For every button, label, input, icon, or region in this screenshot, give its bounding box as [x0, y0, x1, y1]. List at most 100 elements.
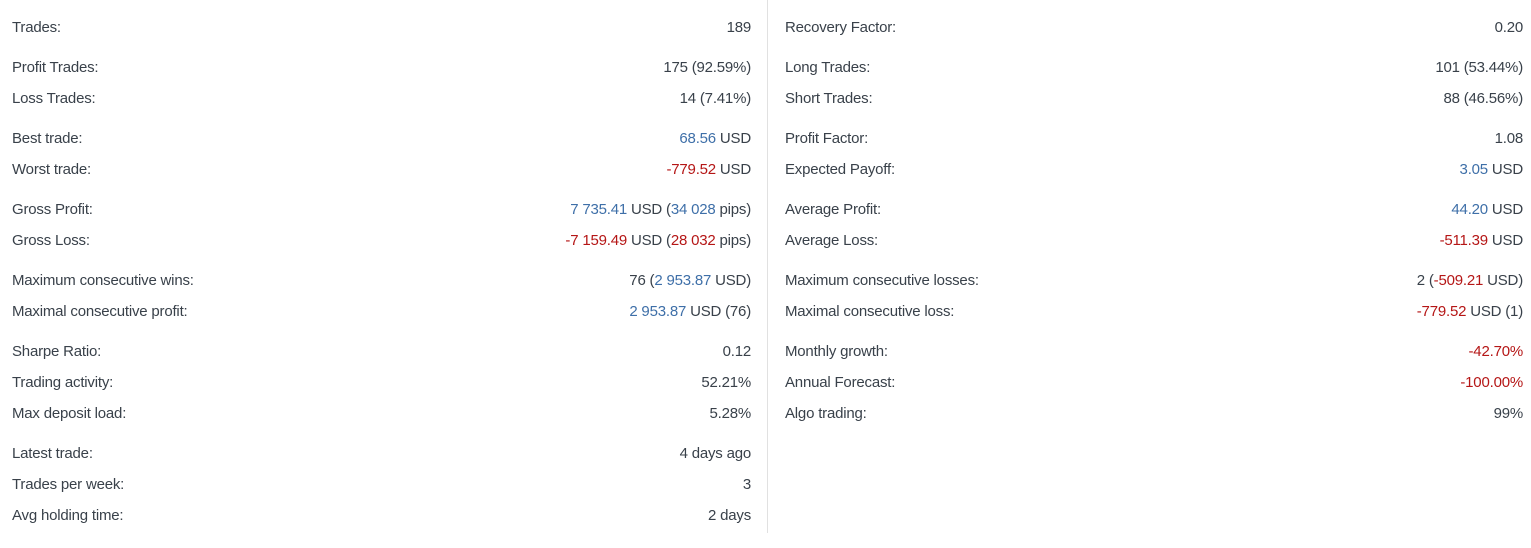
- stat-row-maximal-consecutive-loss: Maximal consecutive loss: -779.52 USD (1): [785, 296, 1523, 327]
- stat-value-segment: 28 032: [670, 232, 716, 249]
- stat-row-trades: Trades: 189: [12, 12, 751, 43]
- stat-value: 3: [743, 476, 751, 493]
- stat-value-segment: 2 953.87: [654, 272, 712, 289]
- stat-label: Trades per week:: [12, 476, 125, 493]
- stat-label: Best trade:: [12, 130, 83, 147]
- stat-value: 3.05 USD: [1459, 161, 1524, 178]
- stat-label: Recovery Factor:: [785, 19, 896, 36]
- stat-value-segment: -509.21: [1433, 272, 1484, 289]
- stat-value-segment: USD (: [627, 232, 671, 249]
- stat-row-maximum-consecutive-losses: Maximum consecutive losses: 2 (-509.21 US…: [785, 265, 1523, 296]
- stat-value: 44.20 USD: [1451, 201, 1523, 218]
- stat-value-segment: 0.20: [1494, 19, 1524, 36]
- stat-row-trades-per-week: Trades per week: 3: [12, 469, 751, 500]
- stat-label: Worst trade:: [12, 161, 92, 178]
- stat-row-latest-trade: Latest trade: 4 days ago: [12, 438, 751, 469]
- stat-value-segment: USD: [1487, 232, 1523, 249]
- stat-label: Maximum consecutive wins:: [12, 272, 194, 289]
- stat-label: Long Trades:: [785, 59, 871, 76]
- stat-value-segment: 1.08: [1494, 130, 1524, 147]
- stat-label: Annual Forecast:: [785, 374, 896, 391]
- stat-value-segment: USD): [1483, 272, 1523, 289]
- stat-value-segment: 2 (: [1416, 272, 1434, 289]
- stat-value: 2 953.87 USD (76): [629, 303, 751, 320]
- stat-group: Sharpe Ratio: 0.12 Trading activity: 52.21%…: [12, 336, 751, 429]
- stat-group: Maximum consecutive wins: 76 ( 2 953.87 US…: [12, 265, 751, 327]
- stat-value-segment: 88 (46.56%): [1443, 90, 1523, 107]
- stat-value-segment: 4 days ago: [679, 445, 752, 462]
- stat-value-segment: -779.52: [666, 161, 716, 178]
- stat-row-recovery-factor: Recovery Factor: 0.20: [785, 12, 1523, 43]
- stat-value: 5.28%: [709, 405, 751, 422]
- stat-row-max-deposit-load: Max deposit load: 5.28%: [12, 398, 751, 429]
- stat-group: Gross Profit: 7 735.41 USD (34 028 pips) G…: [12, 194, 751, 256]
- stat-row-long-trades: Long Trades: 101 (53.44%): [785, 52, 1523, 83]
- stat-value-segment: 175 (92.59%): [663, 59, 751, 76]
- stat-value-segment: 189: [726, 19, 752, 36]
- stat-label: Average Profit:: [785, 201, 881, 218]
- stat-value: 175 (92.59%): [663, 59, 751, 76]
- stat-row-worst-trade: Worst trade: -779.52 USD: [12, 154, 751, 185]
- stat-value-segment: 5.28%: [709, 405, 751, 422]
- stat-row-maximum-consecutive-wins: Maximum consecutive wins: 76 (2 953.87 US…: [12, 265, 751, 296]
- stat-group: Best trade: 68.56 USD Worst trade: -779.52 …: [12, 123, 751, 185]
- stat-value-segment: 101 (53.44%): [1435, 59, 1523, 76]
- stat-group: Average Profit: 44.20 USD Average Loss: -51…: [785, 194, 1523, 256]
- stat-label: Loss Trades:: [12, 90, 96, 107]
- column-divider: [767, 0, 768, 533]
- stat-row-maximal-consecutive-profit: Maximal consecutive profit: 2 953.87 USD …: [12, 296, 751, 327]
- stat-label: Average Loss:: [785, 232, 879, 249]
- stat-value-segment: USD (1): [1466, 303, 1523, 320]
- stat-value-segment: 2 days: [708, 507, 751, 524]
- stat-group: Profit Trades: 175 (92.59%) Loss Trades: 14…: [12, 52, 751, 114]
- stats-column-left: Trades: 189 Profit Trades: 175 (92.59%) Loss…: [12, 12, 751, 531]
- stat-value-segment: 3: [742, 476, 751, 493]
- stat-value: 4 days ago: [679, 445, 752, 462]
- stat-label: Trading activity:: [12, 374, 114, 391]
- stat-value: 0.12: [723, 343, 752, 360]
- stat-label: Max deposit load:: [12, 405, 127, 422]
- stat-label: Profit Trades:: [12, 59, 99, 76]
- stat-value-segment: -100.00%: [1460, 374, 1523, 391]
- stat-value: 88 (46.56%): [1443, 90, 1523, 107]
- stat-group: Recovery Factor: 0.20: [785, 12, 1523, 43]
- stat-row-profit-trades: Profit Trades: 175 (92.59%): [12, 52, 751, 83]
- stat-value: -7 159.49 USD (28 032 pips): [565, 232, 751, 249]
- stat-value-segment: 3.05: [1459, 161, 1489, 178]
- stat-label: Trades:: [12, 19, 61, 36]
- stat-group: Profit Factor: 1.08 Expected Payoff: 3.05 U…: [785, 123, 1523, 185]
- stat-label: Avg holding time:: [12, 507, 124, 524]
- stat-row-average-loss: Average Loss: -511.39 USD: [785, 225, 1523, 256]
- stat-group: Long Trades: 101 (53.44%) Short Trades: 88 …: [785, 52, 1523, 114]
- stat-label: Maximal consecutive profit:: [12, 303, 188, 320]
- stat-group: Latest trade: 4 days ago Trades per week: 3…: [12, 438, 751, 531]
- stat-value: -100.00%: [1460, 374, 1523, 391]
- stat-value: 52.21%: [701, 374, 751, 391]
- stat-value-segment: pips): [715, 232, 751, 249]
- stat-row-best-trade: Best trade: 68.56 USD: [12, 123, 751, 154]
- stat-value: -42.70%: [1469, 343, 1524, 360]
- stat-row-expected-payoff: Expected Payoff: 3.05 USD: [785, 154, 1523, 185]
- stat-value-segment: 14 (7.41%): [679, 90, 752, 107]
- stat-label: Maximal consecutive loss:: [785, 303, 955, 320]
- stat-row-monthly-growth: Monthly growth: -42.70%: [785, 336, 1523, 367]
- stat-row-gross-profit: Gross Profit: 7 735.41 USD (34 028 pips): [12, 194, 751, 225]
- stat-label: Latest trade:: [12, 445, 93, 462]
- stat-row-profit-factor: Profit Factor: 1.08: [785, 123, 1523, 154]
- stat-row-sharpe-ratio: Sharpe Ratio: 0.12: [12, 336, 751, 367]
- stat-value-segment: 76 (: [629, 272, 655, 289]
- stat-value: 0.20: [1494, 19, 1524, 36]
- stat-value: -511.39 USD: [1439, 232, 1524, 249]
- stat-value: 14 (7.41%): [679, 90, 752, 107]
- stat-row-algo-trading: Algo trading: 99%: [785, 398, 1523, 429]
- stat-row-loss-trades: Loss Trades: 14 (7.41%): [12, 83, 751, 114]
- stat-value-segment: 34 028: [670, 201, 716, 218]
- stat-label: Gross Profit:: [12, 201, 93, 218]
- stat-value-segment: 7 735.41: [570, 201, 628, 218]
- stat-value-segment: -511.39: [1439, 232, 1489, 249]
- stat-row-average-profit: Average Profit: 44.20 USD: [785, 194, 1523, 225]
- stat-value-segment: USD: [715, 130, 751, 147]
- stat-value-segment: 99%: [1493, 405, 1524, 422]
- stat-group: Trades: 189: [12, 12, 751, 43]
- stat-value-segment: 68.56: [679, 130, 716, 147]
